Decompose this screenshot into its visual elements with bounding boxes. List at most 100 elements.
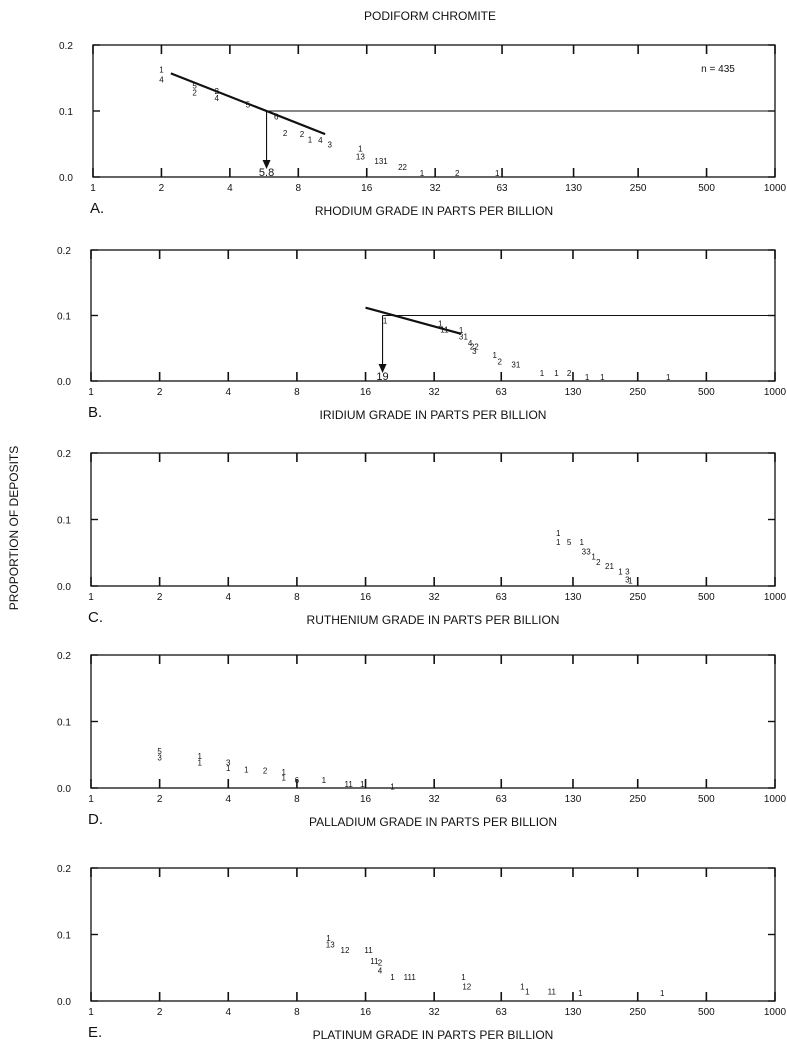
data-point: 5: [157, 747, 162, 756]
y-tick-label: 0.0: [59, 173, 73, 184]
data-point: 3: [459, 332, 464, 341]
x-tick-label: 1: [90, 183, 96, 194]
data-point: 1: [326, 934, 331, 943]
x-tick-label: 1000: [764, 387, 787, 398]
x-tick-label: 1: [88, 387, 94, 398]
x-tick-label: 130: [565, 183, 582, 194]
x-tick-label: 2: [157, 592, 163, 603]
y-tick-label: 0.0: [57, 582, 71, 593]
data-point: 31: [511, 361, 520, 370]
x-axis-label: RHODIUM GRADE IN PARTS PER BILLION: [315, 204, 553, 218]
data-point: 4: [378, 966, 383, 975]
n-label: n = 435: [701, 64, 735, 75]
data-point: 2: [455, 169, 460, 178]
data-point: 1: [493, 351, 498, 360]
y-tick-label: 0.1: [57, 718, 71, 729]
x-tick-label: 63: [496, 794, 508, 805]
data-point: 1: [520, 982, 525, 991]
x-tick-label: 4: [225, 794, 231, 805]
x-tick-label: 4: [225, 387, 231, 398]
data-point: 1: [556, 538, 561, 547]
data-point: 22: [398, 163, 407, 172]
y-tick-label: 0.0: [57, 997, 71, 1008]
data-point: 1: [244, 765, 249, 774]
y-tick-label: 0.1: [57, 516, 71, 527]
x-tick-label: 500: [698, 1007, 715, 1018]
data-point: 1: [438, 319, 443, 328]
x-tick-label: 32: [429, 387, 441, 398]
data-point: 1: [660, 989, 665, 998]
median-arrow-head: [378, 364, 387, 373]
x-tick-label: 1: [88, 1007, 94, 1018]
data-point: 1: [281, 768, 286, 777]
x-tick-label: 8: [294, 387, 300, 398]
data-point: 3: [472, 347, 477, 356]
data-point: 3: [625, 567, 630, 576]
data-point: 1: [463, 332, 468, 341]
x-axis-label: RUTHENIUM GRADE IN PARTS PER BILLION: [307, 613, 560, 627]
x-tick-label: 16: [360, 592, 372, 603]
plot-frame: [90, 452, 776, 587]
trend-line: [365, 306, 462, 335]
data-point: 2: [596, 558, 601, 567]
data-point: 3: [586, 547, 591, 556]
y-tick-label: 0.0: [57, 784, 71, 795]
data-point: 1: [628, 577, 633, 586]
y-tick-label: 0.1: [57, 931, 71, 942]
data-point: 1: [556, 529, 561, 538]
x-axis-label: PALLADIUM GRADE IN PARTS PER BILLION: [309, 815, 557, 829]
x-tick-label: 63: [496, 183, 508, 194]
x-tick-label: 8: [296, 183, 302, 194]
x-tick-label: 8: [294, 1007, 300, 1018]
data-point: 2: [192, 89, 197, 98]
data-point: 5: [567, 538, 572, 547]
x-tick-label: 130: [565, 592, 582, 603]
x-tick-label: 250: [630, 183, 647, 194]
data-point: 11: [364, 946, 373, 955]
data-point: 1: [198, 752, 203, 761]
x-tick-label: 1000: [764, 1007, 787, 1018]
x-tick-label: 2: [157, 794, 163, 805]
data-point: 2: [214, 87, 219, 96]
panel-letter: A.: [90, 200, 104, 217]
x-tick-label: 32: [429, 1007, 441, 1018]
trend-line: [170, 72, 326, 136]
data-point: 1: [390, 973, 395, 982]
data-point: 1: [600, 373, 605, 382]
x-tick-label: 1000: [764, 592, 787, 603]
x-tick-label: 8: [294, 592, 300, 603]
data-point: 1: [226, 764, 231, 773]
x-tick-label: 16: [360, 1007, 372, 1018]
x-tick-label: 250: [629, 1007, 646, 1018]
data-point: 6: [274, 112, 279, 121]
x-tick-label: 1: [88, 794, 94, 805]
x-tick-label: 130: [565, 794, 582, 805]
data-point: 2: [378, 958, 383, 967]
data-point: 21: [605, 562, 614, 571]
data-point: 3: [157, 753, 162, 762]
data-point: 3: [625, 575, 630, 584]
x-tick-label: 500: [698, 387, 715, 398]
data-point: 1: [578, 989, 583, 998]
x-tick-label: 63: [496, 592, 508, 603]
x-tick-label: 500: [698, 592, 715, 603]
data-point: 1: [390, 783, 395, 792]
y-tick-label: 0.2: [57, 651, 71, 662]
x-tick-label: 4: [227, 183, 233, 194]
y-tick-label: 0.0: [57, 377, 71, 388]
panel-letter: B.: [88, 404, 102, 421]
data-point: 12: [462, 982, 471, 991]
data-point: 2: [567, 369, 572, 378]
data-point: 11: [370, 957, 379, 966]
data-point: 4: [214, 94, 219, 103]
data-point: 5: [246, 100, 251, 109]
x-tick-label: 32: [430, 183, 442, 194]
panel-letter: E.: [88, 1024, 102, 1041]
panel-letter: D.: [88, 811, 103, 828]
data-point: 11: [548, 988, 557, 997]
x-tick-label: 1: [88, 592, 94, 603]
